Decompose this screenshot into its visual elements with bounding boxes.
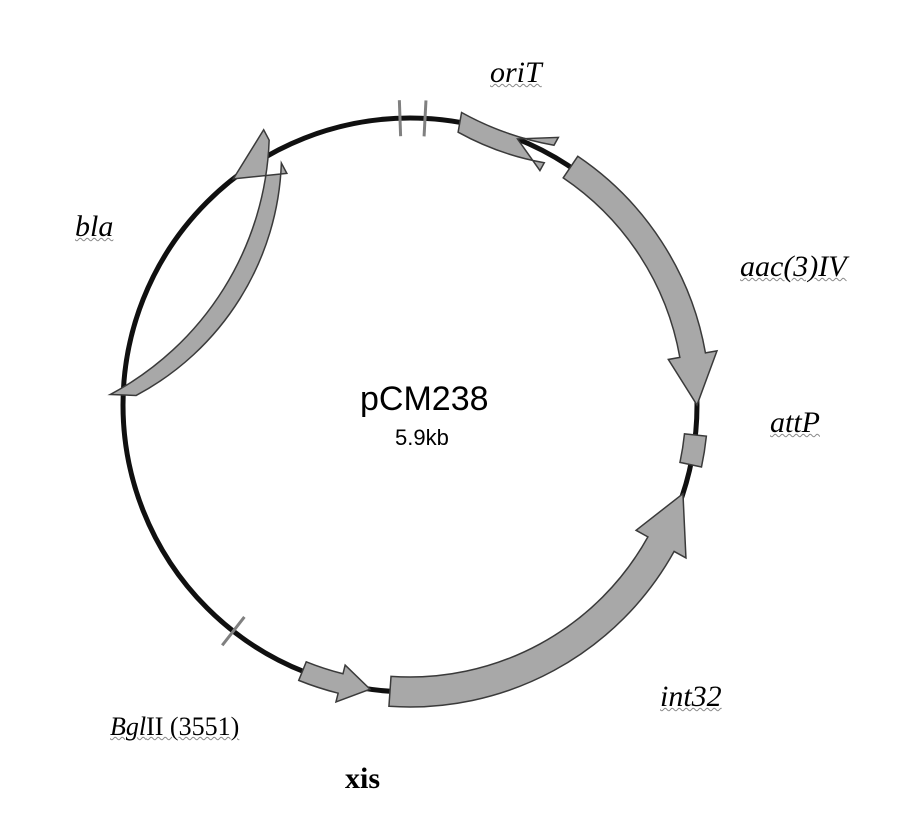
tick-top-1 [399,100,400,136]
label-xis: xis [345,762,380,796]
label-int32: int32 [660,680,722,714]
label-oriT: oriT [490,56,542,90]
xis-arrow [299,662,370,702]
label-bla: bla [75,210,113,244]
label-attP: attP [770,406,820,440]
label-bglII: BglII (3551) [110,712,239,742]
plasmid-name: pCM238 [360,380,489,419]
attP-block [680,434,706,467]
oriT-arrow [458,113,558,171]
int32-arrow [389,494,686,707]
plasmid-size: 5.9kb [395,425,449,451]
tick-bglII [222,617,244,645]
tick-top-2 [424,100,426,136]
aac3IV-arrow [563,156,717,405]
label-aac3IV: aac(3)IV [740,250,847,284]
bla-arrow [110,130,287,396]
